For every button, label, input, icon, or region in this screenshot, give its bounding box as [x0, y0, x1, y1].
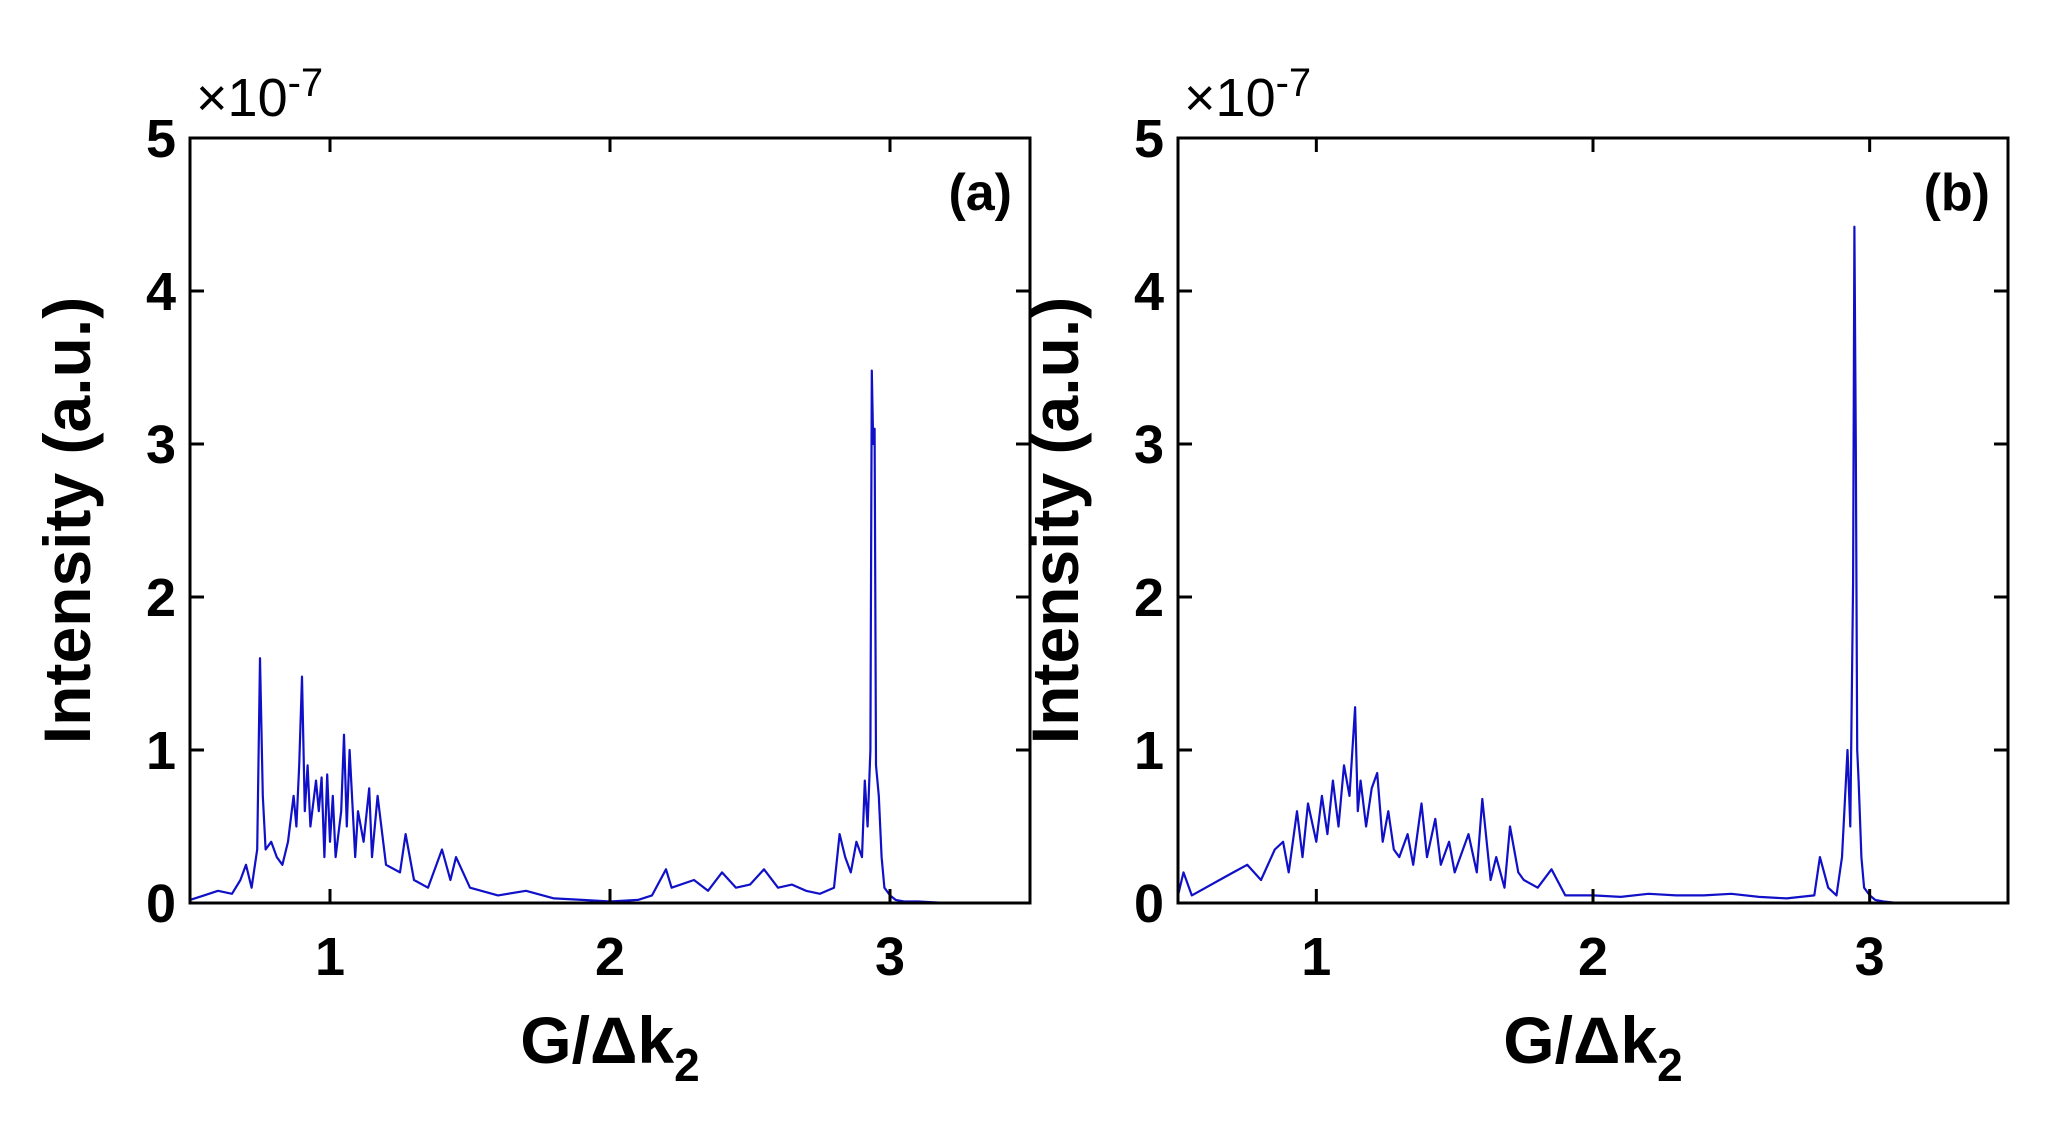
panel-a-y-tick-label-3: 3: [146, 415, 176, 475]
panel-a-line-layer: [189, 369, 1030, 905]
panel-b-line-layer: [1176, 225, 2008, 905]
panel-a-x-tick-label-3: 3: [875, 927, 905, 987]
panel-b-y-tick-label-3: 3: [1134, 415, 1164, 475]
chart-panel-a: 1 2 3 0 1 2 3 4 5 ×10-7 (a) Intensity (a.u.) G/Δ…: [30, 61, 1032, 1091]
panel-a-y-tick-label-4: 4: [146, 262, 176, 322]
panel-b-y-axis-label: Intensity (a.u.): [1018, 297, 1092, 744]
panel-b-series-line-0: [1176, 225, 2008, 905]
panel-b-x-axis-label: G/Δk2: [1503, 1003, 1682, 1091]
panel-a-x-tick-label-1: 1: [315, 927, 345, 987]
panel-a-y-tick-label-1: 1: [146, 721, 176, 781]
panel-b-y-tick-label-0: 0: [1134, 874, 1164, 934]
panel-a-x-axis-label: G/Δk2: [520, 1003, 699, 1091]
panel-a-ticks: 1 2 3 0 1 2 3 4 5: [146, 109, 1030, 987]
panel-a-y-tick-label-2: 2: [146, 568, 176, 628]
panel-b-x-tick-label-3: 3: [1855, 927, 1885, 987]
panel-b-y-tick-label-5: 5: [1134, 109, 1164, 169]
panel-a-y-axis-label: Intensity (a.u.): [30, 297, 104, 744]
panel-a-y-exponent: ×10-7: [196, 61, 323, 128]
panel-b-label: (b): [1924, 164, 1990, 222]
panel-a-x-tick-label-2: 2: [595, 927, 625, 987]
panel-b-y-tick-label-2: 2: [1134, 568, 1164, 628]
panel-b-y-tick-label-4: 4: [1134, 262, 1164, 322]
panel-b-ticks: 1 2 3 0 1 2 3 4 5: [1134, 109, 2008, 987]
panel-b-x-tick-label-1: 1: [1301, 927, 1331, 987]
panel-a-series-line-0: [189, 369, 1030, 905]
panel-a-y-tick-label-5: 5: [146, 109, 176, 169]
panel-b-x-tick-label-2: 2: [1578, 927, 1608, 987]
panel-b-y-exponent: ×10-7: [1184, 61, 1311, 128]
chart-panel-b: 1 2 3 0 1 2 3 4 5 ×10-7 (b) Intensity (a.u.) G/Δ…: [1018, 61, 2010, 1091]
panel-a-y-tick-label-0: 0: [146, 874, 176, 934]
panel-b-y-tick-label-1: 1: [1134, 721, 1164, 781]
panel-a-label: (a): [948, 164, 1012, 222]
